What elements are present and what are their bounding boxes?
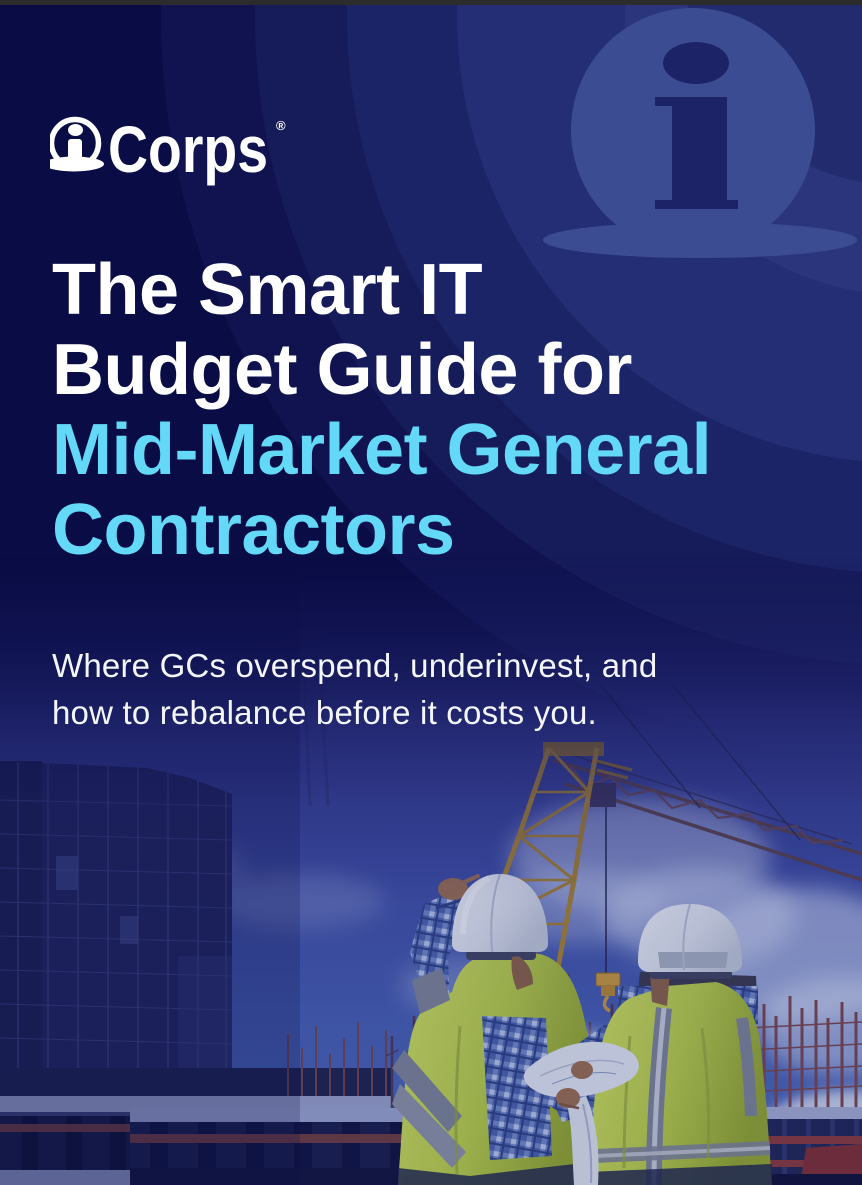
icorps-i-logo-icon: [50, 116, 104, 172]
brand-logo: Corps ®: [50, 112, 286, 186]
subtitle-line-1: Where GCs overspend, underinvest, and: [52, 647, 658, 684]
subtitle-line-2: how to rebalance before it costs you.: [52, 694, 597, 731]
title-line-3: Mid-Market General: [52, 410, 712, 490]
cover-subtitle: Where GCs overspend, underinvest, and ho…: [52, 642, 772, 736]
navy-overlay: [0, 556, 862, 1185]
cover-title: The Smart IT Budget Guide for Mid-Market…: [52, 250, 842, 570]
construction-photo-illustration: [0, 556, 862, 1185]
construction-photo: [0, 556, 862, 1185]
top-screenshot-bar: [0, 0, 862, 5]
title-line-2: Budget Guide for: [52, 330, 632, 410]
title-line-4: Contractors: [52, 490, 455, 570]
brand-logo-text: Corps: [108, 112, 268, 186]
title-line-1: The Smart IT: [52, 250, 483, 330]
left-vignette: [0, 556, 300, 1185]
info-i-watermark-icon: [543, 8, 857, 258]
brand-trademark: ®: [276, 118, 286, 133]
